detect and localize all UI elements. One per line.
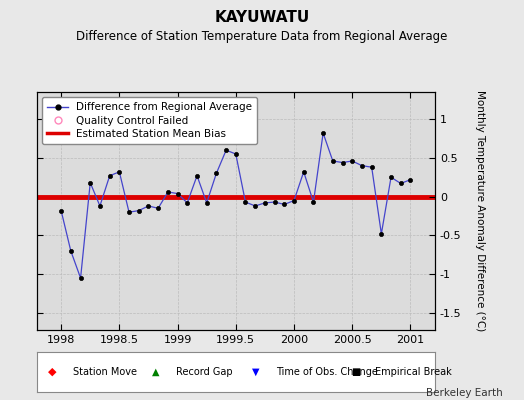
Difference from Regional Average: [194, 173, 200, 178]
Difference from Regional Average: [242, 200, 248, 204]
Y-axis label: Monthly Temperature Anomaly Difference (°C): Monthly Temperature Anomaly Difference (…: [475, 90, 485, 332]
Difference from Regional Average: [58, 208, 64, 213]
Difference from Regional Average: [155, 206, 161, 211]
Text: KAYUWATU: KAYUWATU: [214, 10, 310, 25]
Difference from Regional Average: [184, 200, 190, 205]
Difference from Regional Average: [330, 158, 336, 163]
Difference from Regional Average: [301, 170, 307, 174]
Difference from Regional Average: [281, 202, 288, 207]
Text: ▼: ▼: [252, 367, 259, 377]
Difference from Regional Average: [291, 198, 297, 203]
Difference from Regional Average: [213, 171, 220, 176]
Text: Station Move: Station Move: [72, 367, 137, 377]
Difference from Regional Average: [145, 204, 151, 208]
Difference from Regional Average: [165, 190, 171, 194]
Difference from Regional Average: [310, 200, 316, 204]
Legend: Difference from Regional Average, Quality Control Failed, Estimated Station Mean: Difference from Regional Average, Qualit…: [42, 97, 257, 144]
Difference from Regional Average: [136, 208, 142, 213]
Difference from Regional Average: [106, 173, 113, 178]
Text: Empirical Break: Empirical Break: [375, 367, 452, 377]
Difference from Regional Average: [126, 210, 132, 214]
Difference from Regional Average: [271, 200, 278, 204]
Difference from Regional Average: [349, 158, 355, 163]
Text: Berkeley Earth: Berkeley Earth: [427, 388, 503, 398]
Difference from Regional Average: [97, 204, 103, 208]
Difference from Regional Average: [233, 152, 239, 156]
Difference from Regional Average: [368, 165, 375, 170]
Difference from Regional Average: [174, 191, 181, 196]
Difference from Regional Average: [388, 175, 394, 180]
Difference from Regional Average: [78, 276, 84, 280]
Difference from Regional Average: [87, 180, 93, 185]
Difference from Regional Average: [378, 232, 385, 236]
Difference from Regional Average: [398, 181, 404, 186]
Difference from Regional Average: [68, 248, 74, 253]
Difference from Regional Average: [223, 148, 230, 152]
Text: ▲: ▲: [152, 367, 160, 377]
Text: Record Gap: Record Gap: [176, 367, 233, 377]
Difference from Regional Average: [262, 200, 268, 205]
Difference from Regional Average: [359, 163, 365, 168]
Difference from Regional Average: [340, 160, 346, 165]
Difference from Regional Average: [252, 204, 258, 208]
Text: ◆: ◆: [48, 367, 57, 377]
Difference from Regional Average: [407, 177, 413, 182]
Difference from Regional Average: [203, 200, 210, 205]
Difference from Regional Average: [116, 170, 123, 174]
Text: Time of Obs. Change: Time of Obs. Change: [276, 367, 377, 377]
Text: ■: ■: [351, 367, 360, 377]
Difference from Regional Average: [320, 131, 326, 136]
Line: Difference from Regional Average: Difference from Regional Average: [59, 131, 412, 280]
Text: Difference of Station Temperature Data from Regional Average: Difference of Station Temperature Data f…: [77, 30, 447, 43]
